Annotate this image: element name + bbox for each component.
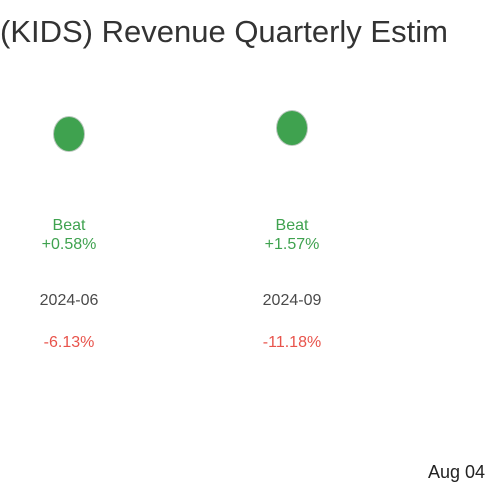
quarter-column: + 20 +1 bbox=[425, 0, 500, 500]
beat-miss-label: Beat bbox=[52, 217, 86, 234]
surprise-percent: +1.57% bbox=[264, 236, 320, 253]
price-change-percent: -11.18% bbox=[262, 334, 322, 351]
beat-miss-label: Beat bbox=[275, 217, 309, 234]
footer-date: Aug 04 bbox=[428, 462, 486, 482]
price-change-percent: +1 bbox=[425, 333, 500, 353]
period-label: 20 bbox=[425, 291, 500, 311]
data-point-marker bbox=[277, 111, 307, 145]
data-point-marker bbox=[54, 117, 84, 151]
period-label: 2024-09 bbox=[262, 292, 322, 309]
surprise-percent: + bbox=[425, 235, 500, 255]
chart-title: (KIDS) Revenue Quarterly Estim bbox=[0, 14, 448, 49]
quarter-column: Beat +1.57% 2024-09 -11.18% bbox=[202, 0, 382, 500]
period-label: 2024-06 bbox=[39, 292, 99, 309]
price-change-percent: -6.13% bbox=[43, 334, 95, 351]
quarter-column: Beat +0.58% 2024-06 -6.13% bbox=[0, 0, 159, 500]
surprise-percent: +0.58% bbox=[41, 236, 97, 253]
